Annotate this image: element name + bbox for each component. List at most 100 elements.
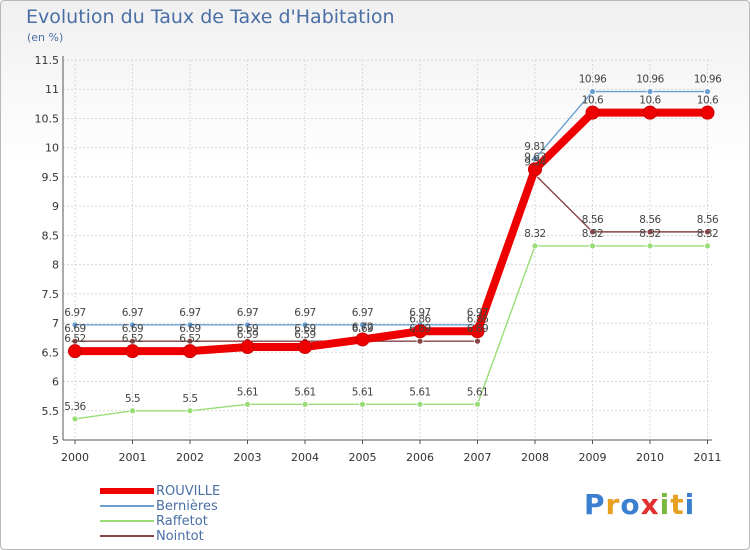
data-point-bernieres bbox=[186, 321, 194, 329]
logo-letter: t bbox=[670, 488, 685, 521]
data-point-rouville bbox=[355, 332, 370, 347]
y-tick-label: 11.5 bbox=[35, 54, 60, 67]
data-point-nointot bbox=[474, 337, 481, 345]
data-label-rouville: 6.52 bbox=[64, 333, 85, 345]
grid-lines bbox=[63, 59, 712, 441]
data-label-raffetot: 8.32 bbox=[697, 228, 718, 240]
data-point-bernieres bbox=[704, 88, 711, 95]
data-label-nointot: 6.69 bbox=[409, 323, 430, 335]
data-label-rouville: 6.86 bbox=[467, 313, 489, 325]
y-tick-label: 10 bbox=[45, 142, 59, 155]
series-layer bbox=[68, 88, 715, 423]
x-tick-label: 2005 bbox=[349, 451, 377, 464]
data-label-raffetot: 5.61 bbox=[409, 386, 430, 398]
data-label-raffetot: 5.61 bbox=[352, 386, 373, 398]
data-label-bernieres: 6.97 bbox=[179, 307, 200, 319]
data-label-nointot: 6.69 bbox=[467, 323, 488, 335]
y-tick-label: 9 bbox=[52, 200, 59, 213]
x-tick-label: 2011 bbox=[694, 451, 722, 464]
x-tick-label: 2000 bbox=[61, 451, 89, 464]
data-label-raffetot: 8.32 bbox=[524, 228, 545, 240]
data-label-bernieres: 6.97 bbox=[237, 307, 258, 319]
y-tick-label: 7.5 bbox=[42, 288, 60, 301]
legend-swatch-bernieres bbox=[100, 505, 154, 507]
y-tick-label: 6 bbox=[52, 376, 59, 389]
y-tick-label: 5 bbox=[52, 434, 59, 447]
data-label-nointot: 8.56 bbox=[697, 214, 719, 226]
data-label-raffetot: 5.61 bbox=[467, 386, 488, 398]
y-tick-label: 8.5 bbox=[42, 229, 60, 242]
data-label-bernieres: 6.97 bbox=[409, 307, 430, 319]
data-label-nointot: 6.69 bbox=[179, 323, 200, 335]
logo-letter: r bbox=[605, 488, 621, 521]
data-label-nointot: 6.69 bbox=[294, 323, 315, 335]
data-label-bernieres: 10.96 bbox=[636, 74, 664, 86]
data-point-rouville bbox=[700, 105, 715, 120]
data-point-bernieres bbox=[244, 321, 251, 329]
data-point-nointot bbox=[646, 228, 654, 236]
data-label-nointot: 6.69 bbox=[237, 323, 258, 335]
data-point-raffetot bbox=[359, 400, 366, 408]
data-label-nointot: 6.69 bbox=[352, 323, 373, 335]
data-point-raffetot bbox=[129, 407, 136, 415]
data-point-bernieres bbox=[71, 321, 79, 329]
data-label-bernieres: 6.97 bbox=[294, 307, 315, 319]
data-label-rouville: 6.52 bbox=[179, 333, 200, 345]
logo-letter: i bbox=[659, 488, 671, 521]
data-label-bernieres: 6.97 bbox=[467, 307, 488, 319]
data-point-raffetot bbox=[704, 242, 711, 250]
data-point-rouville bbox=[125, 344, 140, 359]
y-tick-label: 5.5 bbox=[42, 405, 60, 418]
data-point-nointot bbox=[416, 337, 424, 345]
data-label-raffetot: 5.5 bbox=[182, 393, 197, 405]
y-tick-label: 6.5 bbox=[42, 346, 60, 359]
y-tick-label: 11 bbox=[45, 83, 59, 96]
data-label-raffetot: 5.61 bbox=[237, 386, 258, 398]
data-label-rouville: 6.59 bbox=[294, 329, 315, 341]
data-label-nointot: 6.69 bbox=[64, 323, 85, 335]
x-tick-label: 2001 bbox=[119, 451, 147, 464]
y-tick-label: 9.5 bbox=[42, 171, 60, 184]
data-point-raffetot bbox=[474, 400, 481, 408]
data-point-bernieres bbox=[359, 321, 366, 329]
data-point-rouville bbox=[413, 324, 427, 339]
proxiti-logo: Proxiti bbox=[584, 488, 695, 521]
data-label-raffetot: 8.32 bbox=[639, 228, 660, 240]
legend-swatch-nointot bbox=[100, 535, 154, 537]
data-label-bernieres: 9.81 bbox=[524, 141, 545, 153]
data-point-raffetot bbox=[416, 400, 424, 408]
data-point-bernieres bbox=[531, 155, 539, 163]
logo-letter: P bbox=[584, 488, 606, 521]
x-tick-label: 2008 bbox=[521, 451, 549, 464]
data-point-rouville bbox=[470, 324, 485, 339]
data-label-bernieres: 10.96 bbox=[694, 74, 722, 86]
data-point-bernieres bbox=[646, 88, 654, 95]
data-point-nointot bbox=[704, 228, 711, 236]
data-label-rouville: 10.6 bbox=[639, 95, 661, 107]
data-label-nointot: 9.54 bbox=[524, 157, 546, 169]
data-point-raffetot bbox=[71, 415, 79, 423]
data-label-bernieres: 6.97 bbox=[352, 307, 373, 319]
legend-label-rouville: ROUVILLE bbox=[156, 484, 221, 499]
data-label-bernieres: 6.97 bbox=[122, 307, 143, 319]
data-label-nointot: 8.56 bbox=[582, 214, 604, 226]
series-line-nointot bbox=[74, 173, 709, 342]
data-labels: 6.52 6.52 6.52 6.59 6.59 6.72 6.86 6.86 9.63 10.6… bbox=[64, 74, 722, 413]
axes: 5 5.5 6 6.5 7 7.5 8 8.5 9 9.5 10 10.5 11 11.5 2000 2001… bbox=[35, 54, 722, 464]
legend-swatch-raffetot bbox=[100, 520, 154, 522]
data-label-nointot: 6.69 bbox=[122, 323, 143, 335]
x-tick-label: 2007 bbox=[464, 451, 492, 464]
data-point-raffetot bbox=[531, 242, 539, 250]
logo-letter: i bbox=[684, 488, 696, 521]
legend-swatch-rouville bbox=[100, 488, 154, 494]
data-point-raffetot bbox=[589, 242, 596, 250]
series-line-raffetot bbox=[74, 245, 709, 420]
line-chart: 5 5.5 6 6.5 7 7.5 8 8.5 9 9.5 10 10.5 11 11.5 2000 2001… bbox=[35, 54, 723, 464]
data-label-bernieres: 10.96 bbox=[579, 74, 607, 86]
legend-label-raffetot: Raffetot bbox=[156, 514, 208, 529]
y-tick-label: 10.5 bbox=[35, 112, 60, 125]
data-point-raffetot bbox=[301, 400, 309, 408]
data-label-raffetot: 5.61 bbox=[294, 386, 315, 398]
data-label-rouville: 6.59 bbox=[237, 329, 258, 341]
y-tick-label: 8 bbox=[52, 259, 59, 272]
